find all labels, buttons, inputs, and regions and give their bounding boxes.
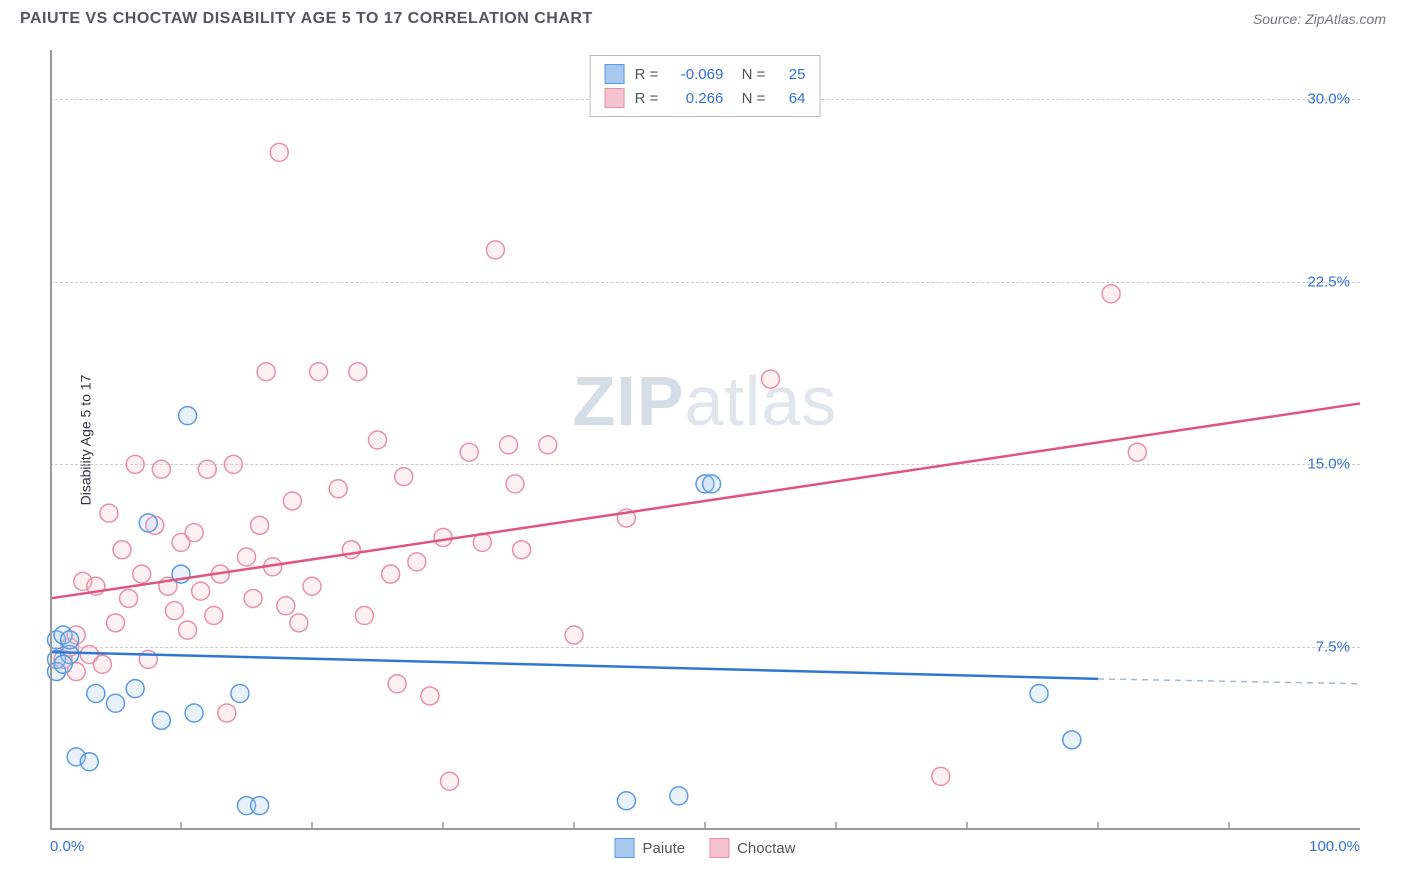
y-axis-line	[50, 50, 52, 830]
legend-label-paiute: Paiute	[643, 840, 686, 857]
n-label: N =	[733, 90, 765, 107]
chart-area: Disability Age 5 to 17 ZIPatlas R = -0.0…	[50, 50, 1360, 830]
swatch-choctaw-icon	[709, 838, 729, 858]
legend-item-choctaw: Choctaw	[709, 838, 795, 858]
r-label: R =	[635, 90, 659, 107]
n-label: N =	[733, 66, 765, 83]
scatter-plot	[50, 50, 1360, 830]
n-value-choctaw: 64	[775, 90, 805, 107]
x-tick-label: 100.0%	[1309, 838, 1360, 855]
y-tick-label: 7.5%	[1316, 639, 1350, 656]
n-value-paiute: 25	[775, 66, 805, 83]
legend-row-choctaw: R = 0.266 N = 64	[605, 86, 806, 110]
chart-header: PAIUTE VS CHOCTAW DISABILITY AGE 5 TO 17…	[0, 0, 1406, 36]
y-tick-label: 22.5%	[1307, 273, 1350, 290]
r-value-paiute: -0.069	[668, 66, 723, 83]
swatch-choctaw	[605, 88, 625, 108]
swatch-paiute-icon	[615, 838, 635, 858]
legend-item-paiute: Paiute	[615, 838, 686, 858]
r-value-choctaw: 0.266	[668, 90, 723, 107]
chart-source: Source: ZipAtlas.com	[1253, 11, 1386, 27]
y-tick-label: 15.0%	[1307, 456, 1350, 473]
r-label: R =	[635, 66, 659, 83]
y-tick-label: 30.0%	[1307, 90, 1350, 107]
swatch-paiute	[605, 64, 625, 84]
legend-label-choctaw: Choctaw	[737, 840, 795, 857]
legend-stats: R = -0.069 N = 25 R = 0.266 N = 64	[590, 55, 821, 117]
legend-row-paiute: R = -0.069 N = 25	[605, 62, 806, 86]
chart-title: PAIUTE VS CHOCTAW DISABILITY AGE 5 TO 17…	[20, 10, 593, 28]
x-tick-label: 0.0%	[50, 838, 84, 855]
x-axis-line	[50, 828, 1360, 830]
legend-bottom: Paiute Choctaw	[615, 838, 796, 858]
